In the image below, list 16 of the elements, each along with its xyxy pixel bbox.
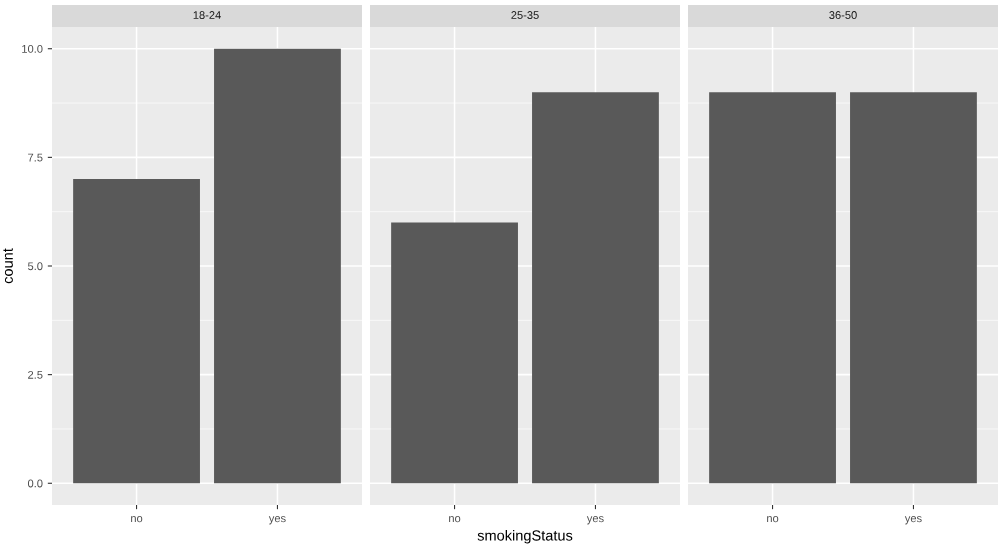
x-tick-label: no (449, 516, 461, 523)
chart-title: 25-35 (511, 11, 539, 19)
y-tick-label: 2.5 (28, 370, 43, 379)
y-tick-label: 5.0 (27, 262, 43, 271)
y-tick-label: 0.0 (27, 479, 43, 488)
y-axis-title: count (3, 248, 13, 284)
x-tick-label: yes (586, 516, 604, 525)
x-tick-label: yes (904, 516, 922, 525)
y-tick-label: 7.5 (28, 153, 43, 162)
x-tick-label: no (767, 516, 779, 523)
x-tick-label: no (131, 516, 143, 523)
x-tick-label: yes (268, 516, 286, 525)
chart-title: 36-50 (829, 11, 857, 19)
y-tick-label: 10.0 (22, 44, 43, 53)
x-axis-title: smokingStatus (477, 529, 573, 544)
chart-title: 18-24 (193, 11, 221, 19)
